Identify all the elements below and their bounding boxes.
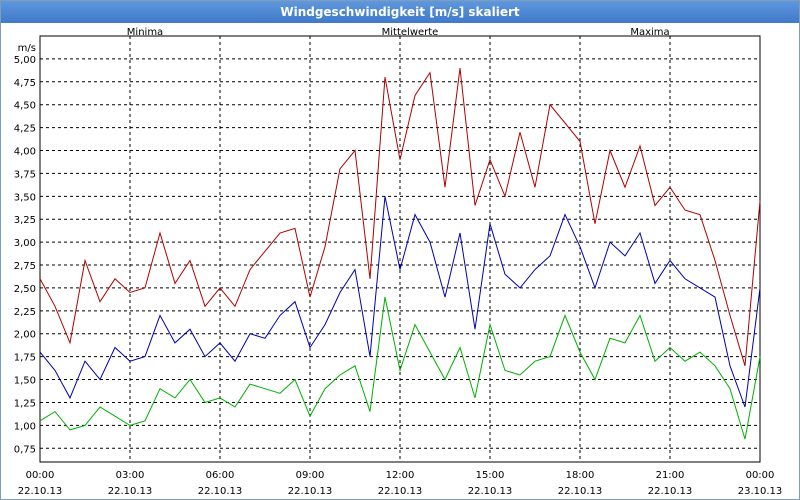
y-tick-label: 3,50 xyxy=(14,192,36,203)
y-tick-label: 2,00 xyxy=(14,330,36,341)
x-tick-time: 12:00 xyxy=(386,470,415,481)
series-lines xyxy=(39,68,761,440)
x-tick-time: 03:00 xyxy=(116,470,145,481)
y-tick-label: 3,25 xyxy=(14,215,36,226)
x-tick-date: 22.10.13 xyxy=(198,486,243,497)
x-tick-time: 00:00 xyxy=(26,470,55,481)
x-tick-date: 22.10.13 xyxy=(468,486,513,497)
x-tick-date: 22.10.13 xyxy=(378,486,423,497)
y-axis-label: m/s xyxy=(18,43,36,54)
y-tick-label: 0,75 xyxy=(14,444,36,455)
x-tick-time: 18:00 xyxy=(566,470,595,481)
y-tick-label: 4,25 xyxy=(14,124,36,135)
legend: Minima Mittelwerte Maxima xyxy=(127,27,670,38)
series-line-minima xyxy=(39,296,761,440)
series-line-maxima xyxy=(39,68,761,366)
y-tick-label: 2,25 xyxy=(14,307,36,318)
x-tick-time: 00:00 xyxy=(746,470,775,481)
x-tick-date: 22.10.13 xyxy=(558,486,603,497)
x-tick-time: 21:00 xyxy=(656,470,685,481)
x-tick-date: 22.10.13 xyxy=(288,486,333,497)
x-tick-date: 22.10.13 xyxy=(18,486,63,497)
y-tick-label: 1,25 xyxy=(14,398,36,409)
grid xyxy=(40,36,760,462)
y-tick-label: 1,50 xyxy=(14,376,36,387)
y-tick-label: 3,00 xyxy=(14,238,36,249)
series-line-mittelwerte xyxy=(39,196,761,408)
y-tick-label: 5,00 xyxy=(14,55,36,66)
x-axis: 00:00 22.10.13 03:00 22.10.13 06:00 22.10.13 0… xyxy=(18,470,783,497)
y-tick-label: 1,75 xyxy=(14,353,36,364)
legend-maxima: Maxima xyxy=(630,27,669,38)
y-tick-label: 3,75 xyxy=(14,169,36,180)
x-tick-time: 09:00 xyxy=(296,470,325,481)
y-tick-label: 2,50 xyxy=(14,284,36,295)
y-tick-label: 2,75 xyxy=(14,261,36,272)
x-tick-time: 06:00 xyxy=(206,470,235,481)
x-tick-date: 23.10.13 xyxy=(738,486,783,497)
y-tick-label: 4,75 xyxy=(14,78,36,89)
x-tick-date: 22.10.13 xyxy=(108,486,153,497)
y-tick-label: 4,00 xyxy=(14,147,36,158)
plot-frame xyxy=(39,35,761,463)
x-tick-date: 22.10.13 xyxy=(648,486,693,497)
y-tick-label: 1,00 xyxy=(14,421,36,432)
legend-minima: Minima xyxy=(127,27,163,38)
x-tick-time: 15:00 xyxy=(476,470,505,481)
y-tick-label: 4,50 xyxy=(14,101,36,112)
y-axis: 0,75 1,00 1,25 1,50 1,75 2,00 2,25 2,50 2,75 3,00… xyxy=(14,55,36,455)
legend-mittelwerte: Mittelwerte xyxy=(382,27,439,38)
window-title: Windgeschwindigkeit [m/s] skaliert xyxy=(1,1,799,23)
